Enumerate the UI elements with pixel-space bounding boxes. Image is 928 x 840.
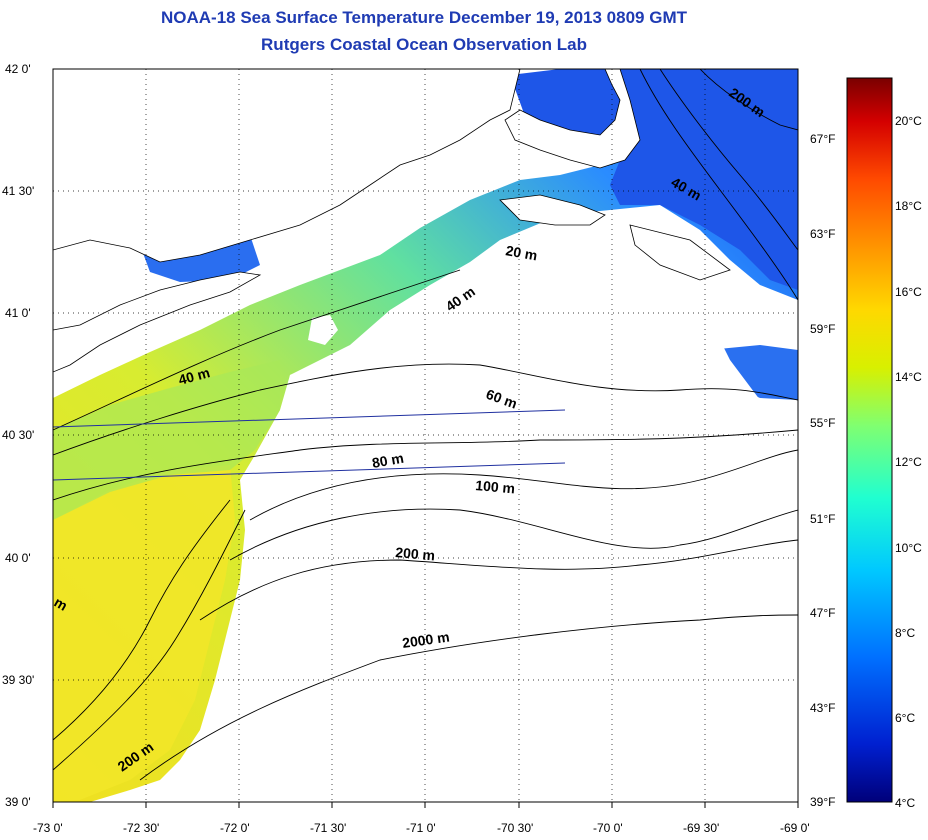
colorbar [846, 77, 893, 803]
celsius-label: 10°C [895, 541, 922, 555]
sst-cold-region [510, 69, 798, 290]
lon-label: -71 30' [310, 821, 346, 835]
fahrenheit-label: 43°F [810, 701, 835, 715]
lon-label: -73 0' [33, 821, 63, 835]
depth-label: 200 m [395, 544, 436, 563]
celsius-label: 4°C [895, 796, 915, 810]
lon-label: -70 0' [593, 821, 623, 835]
land-north [53, 69, 521, 263]
lon-label: -69 30' [683, 821, 719, 835]
fahrenheit-label: 39°F [810, 795, 835, 809]
track-line-2 [52, 462, 566, 481]
lon-label: -72 30' [123, 821, 159, 835]
depth-label: 40 m [177, 364, 212, 388]
fahrenheit-label: 67°F [810, 132, 835, 146]
land-cape [504, 69, 641, 169]
celsius-label: 16°C [895, 285, 922, 299]
island-1 [499, 194, 606, 226]
fahrenheit-label: 59°F [810, 322, 835, 336]
depth-label: 100 m [475, 477, 516, 496]
sst-east-patch [708, 345, 798, 400]
axis-ticks [52, 802, 799, 808]
lat-label: 40 30' [2, 428, 34, 442]
no-data-bay [308, 315, 338, 345]
sst-warm-core [53, 465, 235, 802]
lat-label: 39 30' [2, 673, 34, 687]
lat-label: 41 0' [5, 306, 31, 320]
bathymetry-contours [53, 69, 798, 781]
fahrenheit-label: 47°F [810, 606, 835, 620]
fahrenheit-label: 51°F [810, 512, 835, 526]
depth-label: 2000 m [401, 629, 450, 651]
map-subtitle: Rutgers Coastal Ocean Observation Lab [261, 35, 587, 54]
island-2 [629, 224, 731, 281]
celsius-label: 18°C [895, 199, 922, 213]
celsius-label: 8°C [895, 626, 915, 640]
lon-label: -70 30' [497, 821, 533, 835]
depth-label: 20 m [504, 242, 538, 263]
lat-label: 40 0' [5, 551, 31, 565]
lat-label: 41 30' [2, 184, 34, 198]
fahrenheit-label: 55°F [810, 416, 835, 430]
celsius-label: 6°C [895, 711, 915, 725]
lon-label: -72 0' [220, 821, 250, 835]
lat-label: 39 0' [5, 795, 31, 809]
celsius-label: 20°C [895, 114, 922, 128]
graticule [53, 69, 798, 802]
lon-label: -69 0' [780, 821, 810, 835]
lat-label: 42 0' [5, 62, 31, 76]
track-line-1 [52, 409, 566, 428]
map-title: NOAA-18 Sea Surface Temperature December… [161, 8, 687, 27]
celsius-label: 12°C [895, 455, 922, 469]
lon-label: -71 0' [406, 821, 436, 835]
fahrenheit-label: 63°F [810, 227, 835, 241]
depth-label: 80 m [371, 450, 405, 471]
celsius-label: 14°C [895, 370, 922, 384]
long-island [53, 271, 262, 373]
